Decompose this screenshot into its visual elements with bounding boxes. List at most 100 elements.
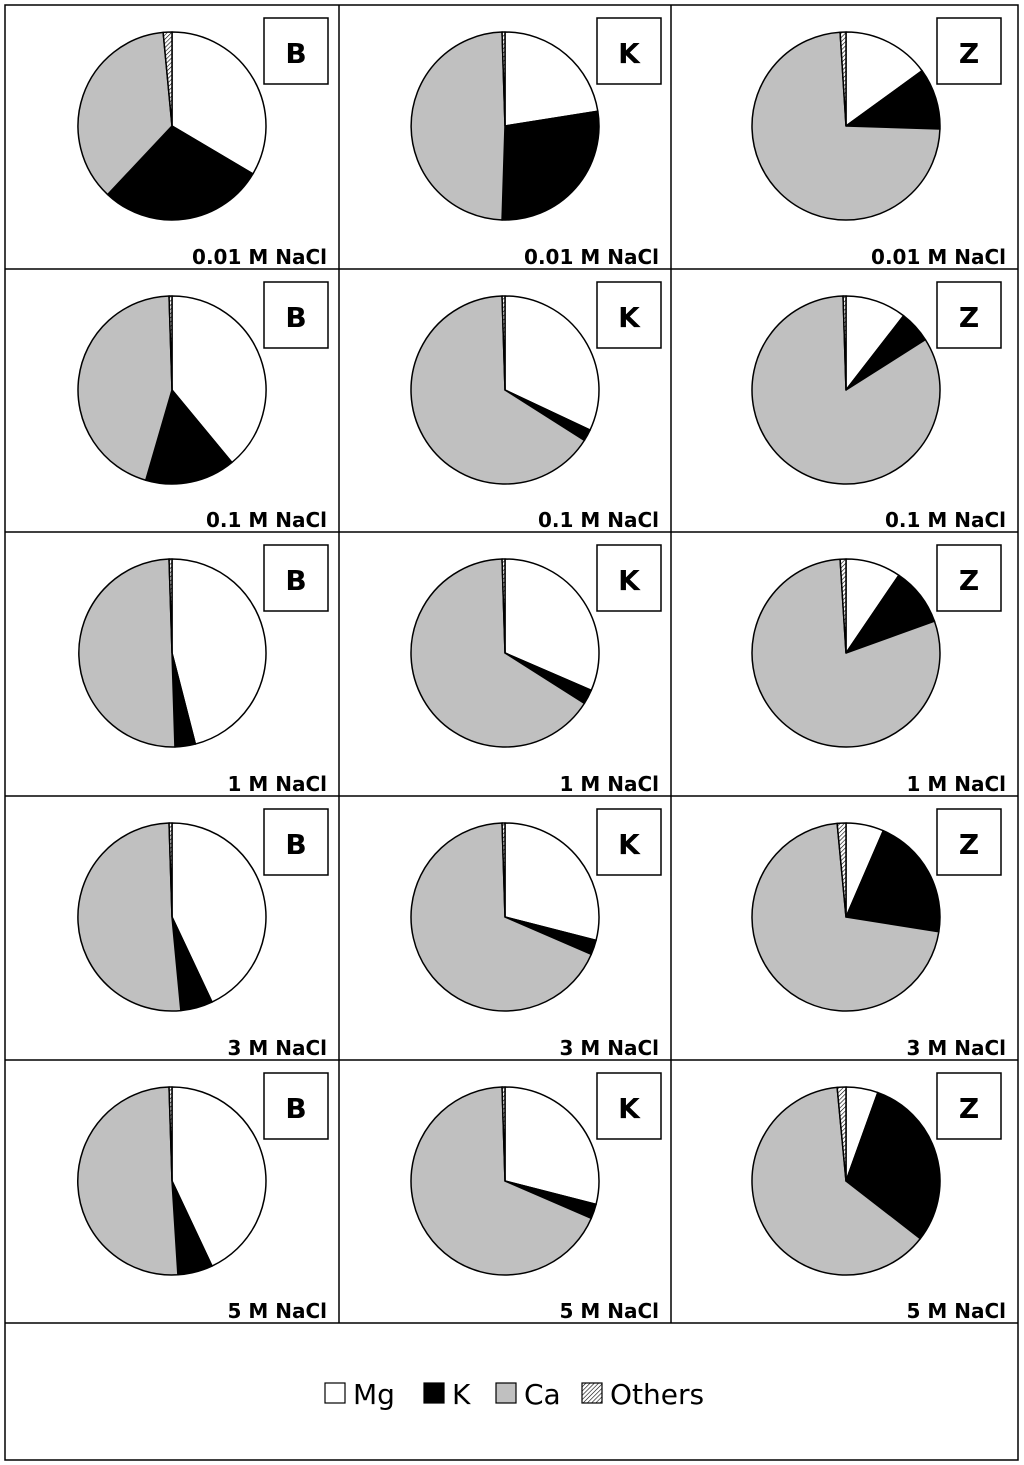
pie-panels: B 0.01 M NaCl K 0.01 M NaCl Z 0.01 M NaCl B 0.1… bbox=[77, 17, 1006, 1323]
pie-slice-ca bbox=[751, 1086, 922, 1276]
pie-slice-k bbox=[106, 125, 254, 221]
pie-panel-Z-2: Z 0.1 M NaCl bbox=[751, 281, 1006, 532]
pie-slice-k bbox=[845, 829, 941, 933]
legend-swatch bbox=[495, 1382, 517, 1404]
pie-slice-mg bbox=[504, 558, 600, 692]
legend-label: K bbox=[452, 1378, 471, 1411]
panel-label: Z bbox=[959, 564, 979, 597]
pie-panel-K-4: K 3 M NaCl bbox=[410, 808, 662, 1060]
pie-slice-ca bbox=[77, 822, 182, 1012]
pie-slice-k bbox=[501, 110, 600, 221]
panel-label-box bbox=[596, 281, 662, 349]
pie-panel-B-3: B 1 M NaCl bbox=[78, 544, 329, 796]
pie-panel-B-2: B 0.1 M NaCl bbox=[77, 281, 329, 532]
legend-item-mg: Mg bbox=[324, 1378, 395, 1411]
condition-label: 3 M NaCl bbox=[559, 1036, 659, 1060]
pie-slice-others bbox=[162, 31, 173, 127]
condition-label: 0.1 M NaCl bbox=[206, 508, 327, 532]
pie-slice-ca bbox=[410, 31, 506, 221]
pie-slice-others bbox=[168, 295, 173, 391]
condition-label: 0.01 M NaCl bbox=[192, 245, 327, 269]
panel-label: K bbox=[618, 1092, 641, 1125]
pie-panel-K-2: K 0.1 M NaCl bbox=[410, 281, 662, 532]
condition-label: 3 M NaCl bbox=[227, 1036, 327, 1060]
legend: Mg K Ca Others bbox=[324, 1378, 704, 1411]
legend-swatch bbox=[581, 1382, 603, 1404]
panel-label: Z bbox=[959, 37, 979, 70]
panel-label: B bbox=[285, 828, 306, 861]
legend-swatch bbox=[324, 1382, 346, 1404]
panel-label-box bbox=[596, 808, 662, 876]
legend-item-others: Others bbox=[581, 1378, 704, 1411]
panel-label: B bbox=[285, 1092, 306, 1125]
pie-slice-others bbox=[501, 1086, 506, 1182]
pie-panel-K-5: K 5 M NaCl bbox=[410, 1072, 662, 1323]
pie-slice-others bbox=[842, 295, 847, 391]
legend-label: Mg bbox=[353, 1378, 395, 1411]
panel-label: K bbox=[618, 828, 641, 861]
pie-slice-mg bbox=[171, 295, 267, 464]
condition-label: 0.01 M NaCl bbox=[524, 245, 659, 269]
pie-slice-mg bbox=[171, 558, 267, 745]
pie-slice-ca bbox=[77, 1086, 179, 1276]
condition-label: 5 M NaCl bbox=[906, 1299, 1006, 1323]
panel-label-box bbox=[263, 17, 329, 85]
pie-slice-mg bbox=[504, 822, 600, 942]
pie-panel-B-1: B 0.01 M NaCl bbox=[77, 17, 329, 269]
pie-panel-Z-1: Z 0.01 M NaCl bbox=[751, 17, 1006, 269]
condition-label: 1 M NaCl bbox=[559, 772, 659, 796]
pie-slice-others bbox=[168, 558, 173, 654]
pie-slice-ca bbox=[410, 558, 586, 748]
pie-slice-ca bbox=[78, 558, 176, 748]
pie-slice-others bbox=[501, 558, 506, 654]
pie-slice-others bbox=[501, 822, 506, 918]
pie-slice-others bbox=[168, 1086, 173, 1182]
pie-slice-ca bbox=[77, 31, 173, 196]
panel-label: B bbox=[285, 301, 306, 334]
condition-label: 5 M NaCl bbox=[559, 1299, 659, 1323]
pie-panel-B-4: B 3 M NaCl bbox=[77, 808, 329, 1060]
pie-panel-B-5: B 5 M NaCl bbox=[77, 1072, 329, 1323]
pie-slice-mg bbox=[171, 1086, 267, 1267]
pie-slice-mg bbox=[845, 31, 923, 127]
panel-label-box bbox=[263, 544, 329, 612]
condition-label: 0.01 M NaCl bbox=[871, 245, 1006, 269]
panel-label-box bbox=[936, 544, 1002, 612]
panel-label-box bbox=[936, 1072, 1002, 1140]
panel-label-box bbox=[596, 544, 662, 612]
pie-slice-k bbox=[145, 389, 233, 485]
legend-label: Others bbox=[610, 1378, 704, 1411]
pie-slice-others bbox=[839, 558, 847, 654]
panel-label: Z bbox=[959, 301, 979, 334]
panel-label-box bbox=[263, 1072, 329, 1140]
pie-slice-mg bbox=[171, 822, 267, 1003]
pie-slice-ca bbox=[77, 295, 173, 482]
pie-slice-ca bbox=[410, 1086, 593, 1276]
legend-swatch bbox=[423, 1382, 445, 1404]
pie-slice-ca bbox=[410, 822, 593, 1012]
pie-slice-others bbox=[501, 31, 506, 127]
pie-panel-Z-4: Z 3 M NaCl bbox=[751, 808, 1006, 1060]
pie-slice-others bbox=[836, 822, 847, 918]
panel-label: B bbox=[285, 564, 306, 597]
pie-panel-K-1: K 0.01 M NaCl bbox=[410, 17, 662, 269]
pie-slice-mg bbox=[504, 1086, 600, 1206]
legend-label: Ca bbox=[524, 1378, 561, 1411]
panel-label-box bbox=[263, 281, 329, 349]
pie-slice-others bbox=[168, 822, 173, 918]
panel-label-box bbox=[596, 1072, 662, 1140]
panel-label-box bbox=[596, 17, 662, 85]
pie-slice-others bbox=[501, 295, 506, 391]
pie-slice-others bbox=[839, 31, 847, 127]
panel-grid bbox=[5, 5, 1018, 1324]
pie-slice-mg bbox=[171, 31, 267, 175]
panel-label: K bbox=[618, 37, 641, 70]
panel-label-box bbox=[263, 808, 329, 876]
condition-label: 0.1 M NaCl bbox=[538, 508, 659, 532]
condition-label: 5 M NaCl bbox=[227, 1299, 327, 1323]
pie-panel-K-3: K 1 M NaCl bbox=[410, 544, 662, 796]
legend-item-ca: Ca bbox=[495, 1378, 561, 1411]
condition-label: 0.1 M NaCl bbox=[885, 508, 1006, 532]
panel-label: K bbox=[618, 301, 641, 334]
panel-label-box bbox=[936, 281, 1002, 349]
